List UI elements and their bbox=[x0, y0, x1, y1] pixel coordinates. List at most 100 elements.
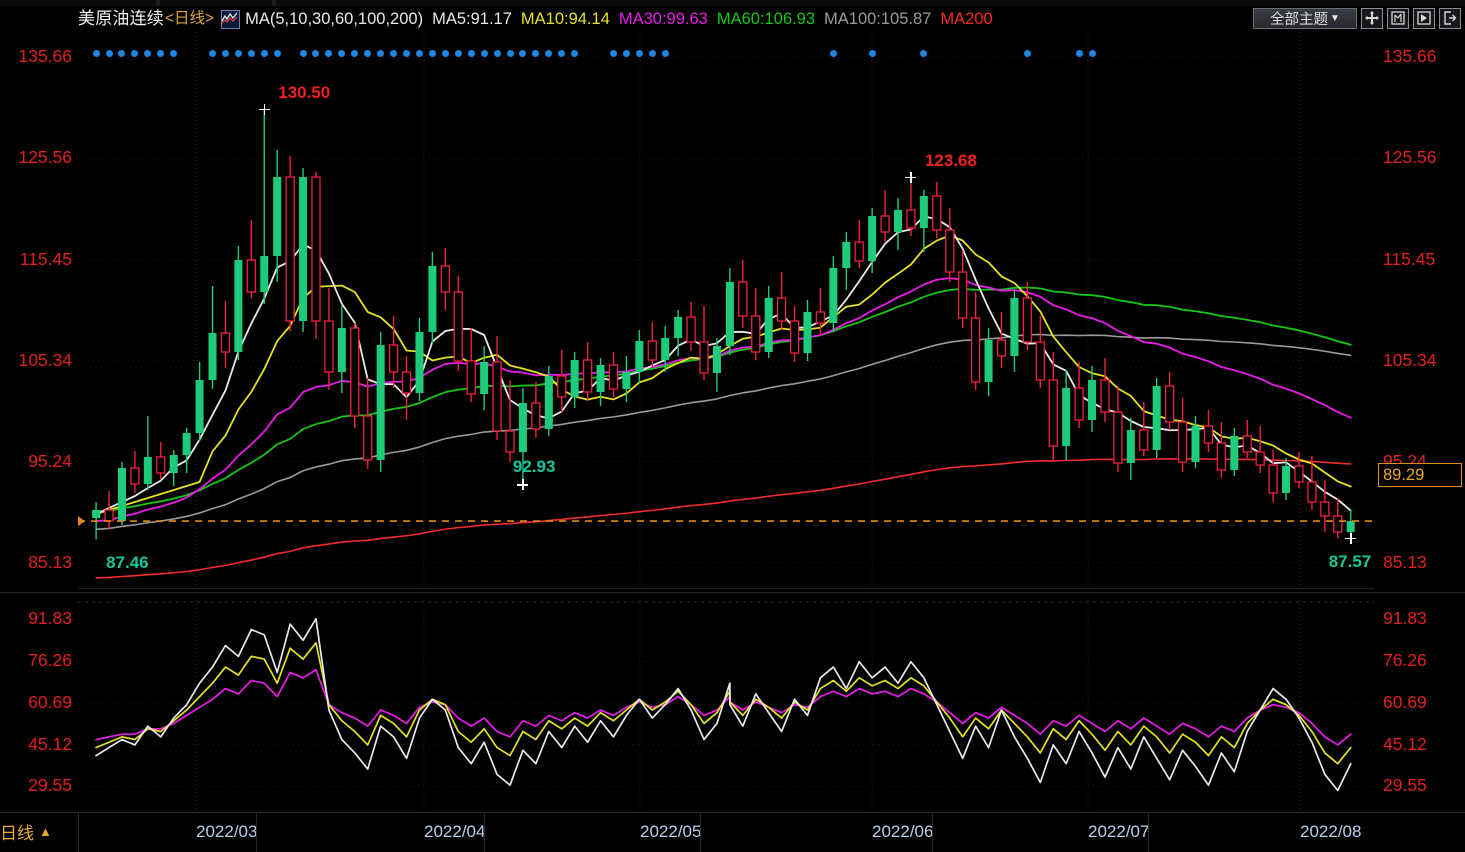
event-dot[interactable] bbox=[571, 50, 579, 57]
rsi-axis-label-left: 45.12 bbox=[28, 733, 72, 754]
ma5-value: MA5:91.17 bbox=[432, 10, 512, 28]
current-price-value: 89.29 bbox=[1383, 465, 1425, 484]
price-axis-label-right: 125.56 bbox=[1383, 147, 1437, 168]
event-dot[interactable] bbox=[209, 50, 216, 57]
date-axis-divider bbox=[932, 813, 933, 852]
rsi-axis-label-right: 45.12 bbox=[1383, 733, 1427, 754]
rsi-chart-pane[interactable] bbox=[78, 600, 1374, 812]
symbol-name[interactable]: 美原油连续 bbox=[78, 9, 164, 28]
event-dot[interactable] bbox=[105, 50, 113, 57]
date-axis-divider bbox=[700, 813, 701, 852]
event-dot[interactable] bbox=[170, 50, 178, 57]
event-dot[interactable] bbox=[351, 50, 359, 57]
event-dot[interactable] bbox=[157, 50, 165, 57]
event-dot[interactable] bbox=[428, 50, 436, 57]
price-axis-label-right: 135.66 bbox=[1383, 46, 1437, 67]
event-dot[interactable] bbox=[260, 50, 268, 57]
price-pane-bottom-border bbox=[78, 588, 1374, 589]
period-label[interactable]: <日线> bbox=[165, 10, 215, 27]
price-axis-label-left: 135.66 bbox=[18, 46, 72, 67]
event-dot[interactable] bbox=[390, 50, 398, 57]
event-dot[interactable] bbox=[920, 50, 928, 57]
price-axis-label-right: 105.34 bbox=[1383, 349, 1437, 370]
rsi-axis-label-right: 91.83 bbox=[1383, 608, 1427, 629]
date-axis-divider bbox=[484, 813, 485, 852]
event-dot[interactable] bbox=[467, 50, 475, 57]
event-dot[interactable] bbox=[622, 50, 630, 57]
event-dot[interactable] bbox=[118, 50, 126, 57]
event-dot[interactable] bbox=[92, 50, 100, 57]
event-dot[interactable] bbox=[221, 50, 229, 57]
event-dot[interactable] bbox=[558, 50, 566, 57]
date-axis[interactable]: 2022/03 2022/04 2022/05 2022/06 2022/07 2022/… bbox=[0, 812, 1465, 852]
event-dot[interactable] bbox=[247, 50, 255, 57]
price-axis-label-left: 125.56 bbox=[18, 147, 72, 168]
event-dot[interactable] bbox=[1075, 50, 1083, 57]
date-axis-divider bbox=[1148, 813, 1149, 852]
date-axis-divider bbox=[256, 813, 257, 852]
event-dot[interactable] bbox=[441, 50, 449, 57]
event-dot[interactable] bbox=[299, 50, 307, 57]
price-axis-label-right: 85.13 bbox=[1383, 551, 1427, 572]
crosshair-move-icon[interactable] bbox=[1361, 7, 1383, 29]
event-dot[interactable] bbox=[403, 50, 411, 57]
scale-lock-icon[interactable] bbox=[1387, 7, 1409, 29]
rsi-axis-label-right: 76.26 bbox=[1383, 650, 1427, 671]
ma200-value: MA200 bbox=[940, 10, 993, 28]
event-dot[interactable] bbox=[364, 50, 372, 57]
event-dot[interactable] bbox=[829, 50, 837, 57]
event-dot[interactable] bbox=[868, 50, 876, 57]
event-dot[interactable] bbox=[1023, 50, 1031, 57]
window-chrome-strip bbox=[0, 0, 1465, 6]
event-dot[interactable] bbox=[661, 50, 669, 57]
event-dot[interactable] bbox=[144, 50, 152, 57]
period-tag[interactable]: 日线 ▲ bbox=[0, 819, 52, 844]
event-dot[interactable] bbox=[338, 50, 346, 57]
pane-divider bbox=[0, 592, 1465, 593]
date-axis-label: 2022/07 bbox=[1088, 822, 1150, 841]
low-price-annotation: 87.46 bbox=[106, 553, 149, 573]
rsi-axis-label-left: 91.83 bbox=[28, 608, 72, 629]
event-dot[interactable] bbox=[493, 50, 501, 57]
event-dot[interactable] bbox=[454, 50, 462, 57]
rsi-axis-label-left: 76.26 bbox=[28, 650, 72, 671]
chevron-down-icon: ▼ bbox=[1330, 12, 1340, 24]
date-axis-label: 2022/08 bbox=[1300, 822, 1362, 841]
date-axis-divider bbox=[78, 813, 79, 852]
event-dot[interactable] bbox=[506, 50, 514, 57]
price-marker-cross-icon bbox=[258, 103, 270, 115]
draw-tool-icon[interactable] bbox=[1413, 7, 1435, 29]
high-price-annotation: 130.50 bbox=[278, 83, 331, 102]
price-axis-label-left: 115.45 bbox=[19, 248, 72, 269]
rsi-axis-label-right: 60.69 bbox=[1383, 691, 1427, 712]
rsi-axis-label-left: 60.69 bbox=[28, 691, 72, 712]
event-dot[interactable] bbox=[273, 50, 281, 57]
date-axis-label: 2022/04 bbox=[424, 822, 486, 841]
event-dot[interactable] bbox=[415, 50, 423, 57]
event-dot[interactable] bbox=[635, 50, 643, 57]
ma30-value: MA30:99.63 bbox=[618, 10, 708, 28]
current-price-badge[interactable]: 89.29 bbox=[1378, 463, 1462, 487]
price-axis-label-left: 95.24 bbox=[28, 450, 72, 471]
event-dot[interactable] bbox=[234, 50, 242, 57]
event-dot[interactable] bbox=[648, 50, 656, 57]
event-dot[interactable] bbox=[545, 50, 553, 57]
event-dot[interactable] bbox=[532, 50, 540, 57]
exit-icon[interactable] bbox=[1439, 7, 1461, 29]
event-dot[interactable] bbox=[312, 50, 320, 57]
event-dot[interactable] bbox=[609, 50, 617, 57]
event-dot[interactable] bbox=[325, 50, 333, 57]
price-axis-label-left: 85.13 bbox=[28, 551, 72, 572]
event-dot[interactable] bbox=[131, 50, 139, 57]
theme-dropdown-button[interactable]: 全部主题 ▼ bbox=[1253, 7, 1357, 29]
period-tag-label: 日线 bbox=[0, 824, 34, 843]
ma-chart-icon[interactable] bbox=[221, 9, 241, 29]
chart-header-legend: 美原油连续 <日线> MA(5,10,30,60,100,200) MA5:91… bbox=[78, 6, 1465, 32]
price-chart-pane[interactable] bbox=[78, 32, 1374, 588]
event-dot[interactable] bbox=[1088, 50, 1096, 57]
event-dot[interactable] bbox=[480, 50, 488, 57]
event-dot[interactable] bbox=[519, 50, 527, 57]
event-dot[interactable] bbox=[377, 50, 385, 57]
event-dots-row bbox=[78, 50, 1374, 60]
ma10-value: MA10:94.14 bbox=[520, 10, 610, 28]
